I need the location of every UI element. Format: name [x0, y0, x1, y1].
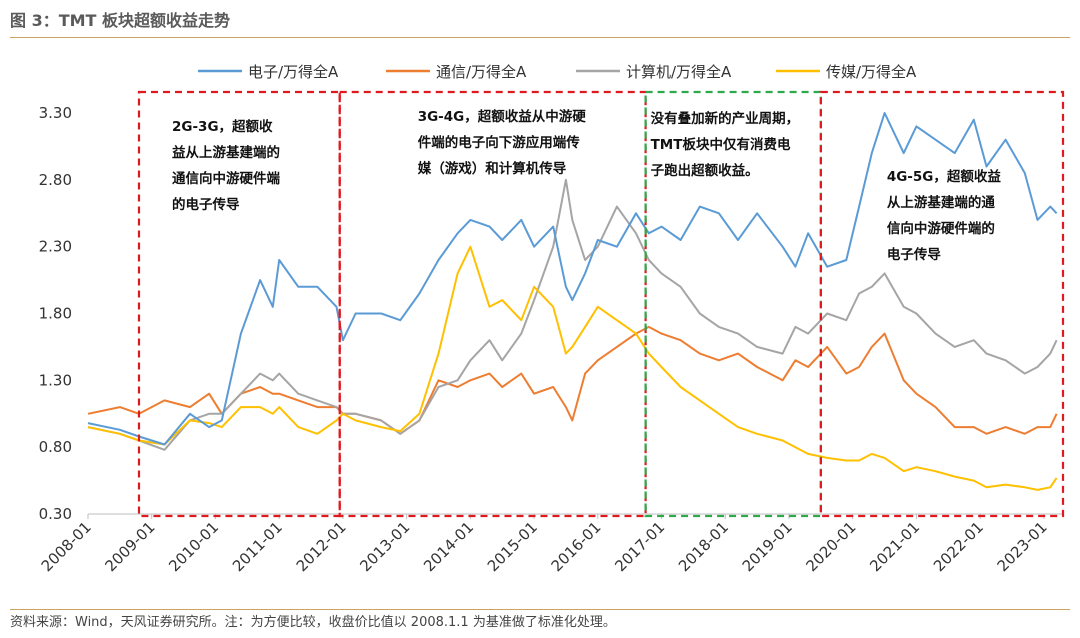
- legend: 电子/万得全A 通信/万得全A 计算机/万得全A 传媒/万得全A: [198, 63, 917, 81]
- region-box-3: [819, 90, 1065, 518]
- x-tick-label: 2016-01: [548, 518, 605, 575]
- annotation-line: 的电子传导: [172, 196, 240, 213]
- x-tick-label: 2013-01: [356, 518, 413, 575]
- x-axis: 2008-01 2009-01 2010-01 2011-01 2012-01 2013-…: [38, 513, 1063, 575]
- annotation-line: TMT板块中仅有消费电: [651, 136, 791, 153]
- series-line-0: [87, 112, 1058, 446]
- x-tick-label: 2010-01: [165, 518, 222, 575]
- annotation-line: 电子传导: [887, 246, 941, 263]
- annotation-line: 从上游基建端的通: [887, 194, 995, 211]
- x-tick-label: 2021-01: [866, 518, 923, 575]
- excess-return-line-chart: 0.30 0.80 1.30 1.80 2.30 2.80 3.30 2008-01 2009…: [38, 63, 1065, 575]
- annotation-line: 子跑出超额收益。: [651, 162, 759, 179]
- legend-item-2: 计算机/万得全A: [576, 63, 732, 81]
- legend-item-0: 电子/万得全A: [198, 63, 339, 81]
- y-axis: 0.30 0.80 1.30 1.80 2.30 2.80 3.30: [39, 104, 72, 523]
- y-tick-label: 1.80: [39, 305, 72, 323]
- y-tick-label: 1.30: [39, 371, 72, 389]
- annotation-line: 3G-4G，超额收益从中游硬: [418, 108, 587, 125]
- region-annotation-0: 2G-3G，超额收益从上游基建端的通信向中游硬件端的电子传导: [172, 118, 280, 213]
- series-line-1: [87, 325, 1058, 435]
- series-line-2: [87, 178, 1058, 451]
- figure-title: 图 3：TMT 板块超额收益走势: [10, 11, 231, 30]
- source-divider: [10, 609, 1070, 610]
- x-tick-label: 2019-01: [739, 518, 796, 575]
- annotation-line: 2G-3G，超额收: [172, 118, 273, 135]
- legend-item-1: 通信/万得全A: [386, 63, 527, 81]
- region-annotation-2: 没有叠加新的产业周期， TMT板块中仅有消费电子跑出超额收益。: [651, 110, 800, 179]
- region-layer: 2G-3G，超额收益从上游基建端的通信向中游硬件端的电子传导 3G-4G，超额收益…: [137, 90, 1065, 518]
- annotation-line: 信向中游硬件端的: [887, 220, 995, 237]
- region-box-2: [644, 90, 822, 518]
- legend-label: 传媒/万得全A: [826, 63, 917, 81]
- region-box-1: [338, 90, 647, 518]
- x-tick-label: 2020-01: [802, 518, 859, 575]
- x-tick-label: 2014-01: [420, 518, 477, 575]
- x-tick-label: 2015-01: [484, 518, 541, 575]
- y-tick-label: 2.30: [39, 238, 72, 256]
- annotation-line: 件端的电子向下游应用端传: [418, 134, 580, 151]
- annotation-line: 没有叠加新的产业周期，: [651, 110, 800, 127]
- title-divider: [10, 37, 1070, 38]
- x-tick-label: 2009-01: [101, 518, 158, 575]
- x-tick-label: 2011-01: [229, 518, 286, 575]
- annotation-line: 4G-5G，超额收益: [887, 168, 1002, 185]
- legend-label: 计算机/万得全A: [626, 63, 732, 81]
- legend-item-3: 传媒/万得全A: [776, 63, 917, 81]
- legend-label: 电子/万得全A: [248, 63, 339, 81]
- x-tick-label: 2017-01: [611, 518, 668, 575]
- annotation-line: 益从上游基建端的: [172, 144, 280, 161]
- y-tick-label: 3.30: [39, 104, 72, 122]
- x-tick-label: 2012-01: [293, 518, 350, 575]
- region-annotation-1: 3G-4G，超额收益从中游硬件端的电子向下游应用端传媒（游戏）和计算机传导: [418, 108, 587, 177]
- series-line-3: [87, 245, 1058, 491]
- x-tick-label: 2018-01: [675, 518, 732, 575]
- x-tick-label: 2008-01: [38, 518, 95, 575]
- legend-label: 通信/万得全A: [436, 63, 527, 81]
- y-tick-label: 0.80: [39, 438, 72, 456]
- source-note: 资料来源：Wind，天风证券研究所。注：为方便比较，收盘价比值以 2008.1.…: [10, 615, 616, 630]
- series-layer: [87, 112, 1058, 491]
- y-tick-label: 2.80: [39, 171, 72, 189]
- x-tick-label: 2023-01: [994, 518, 1051, 575]
- region-annotation-3: 4G-5G，超额收益从上游基建端的通信向中游硬件端的电子传导: [887, 168, 1002, 263]
- x-tick-label: 2022-01: [930, 518, 987, 575]
- annotation-line: 通信向中游硬件端: [172, 170, 280, 187]
- y-tick-label: 0.30: [39, 505, 72, 523]
- region-box-0: [137, 90, 341, 518]
- annotation-line: 媒（游戏）和计算机传导: [418, 160, 567, 177]
